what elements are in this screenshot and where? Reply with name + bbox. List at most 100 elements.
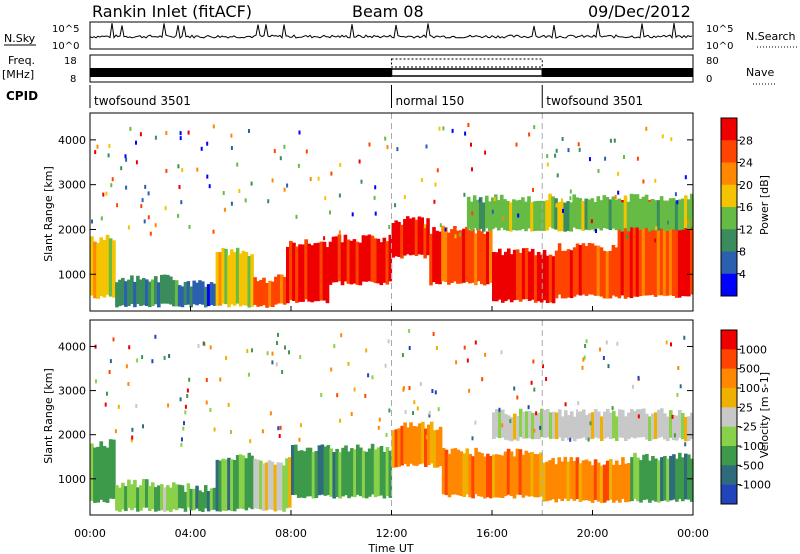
range-cell <box>295 246 299 303</box>
range-cell <box>230 459 234 511</box>
scatter-echo <box>463 345 466 350</box>
range-cell <box>623 195 628 229</box>
colorbar-swatch <box>721 465 737 485</box>
x-tick-label: 00:00 <box>74 527 106 540</box>
range-cell <box>276 462 280 511</box>
scatter-echo <box>248 129 250 133</box>
scatter-echo <box>238 189 241 193</box>
scatter-echo <box>244 198 247 203</box>
range-cell <box>310 245 315 303</box>
range-cell <box>247 452 251 508</box>
nsky-line <box>89 23 693 40</box>
range-cell <box>127 279 131 306</box>
range-cell <box>180 485 185 509</box>
range-cell <box>420 217 424 255</box>
scatter-echo <box>569 196 572 201</box>
scatter-echo <box>117 404 120 409</box>
range-cell <box>285 458 289 509</box>
range-cell <box>543 410 547 438</box>
x-tick-label: 04:00 <box>175 527 207 540</box>
scatter-echo <box>125 157 128 162</box>
range-cell <box>166 485 170 511</box>
range-cell <box>596 245 601 296</box>
scatter-echo <box>277 426 280 431</box>
scatter-echo <box>168 354 171 358</box>
range-cell <box>169 487 173 512</box>
scatter-echo <box>599 347 601 352</box>
range-cell <box>666 416 670 442</box>
colorbar-swatch <box>721 118 737 141</box>
range-cell <box>201 492 205 512</box>
scatter-echo <box>284 345 286 350</box>
range-cell <box>468 229 472 284</box>
range-cell <box>629 193 634 228</box>
range-cell <box>438 231 442 285</box>
range-cell <box>206 284 211 307</box>
range-cell <box>539 452 543 497</box>
scatter-echo <box>582 357 585 362</box>
range-cell <box>346 239 351 284</box>
range-cell <box>388 234 393 282</box>
scatter-echo <box>283 144 286 149</box>
range-cell <box>495 409 499 438</box>
scatter-echo <box>455 360 458 365</box>
y-tick-label: 3000 <box>58 179 86 192</box>
range-cell <box>524 450 529 496</box>
nsearch-tick-bottom: 10^0 <box>706 41 733 52</box>
range-cell <box>515 200 519 231</box>
scatter-echo <box>569 189 572 194</box>
range-cell <box>681 413 685 440</box>
range-cell <box>495 454 499 498</box>
range-cell <box>632 194 637 228</box>
range-cell <box>163 487 167 512</box>
scatter-echo <box>665 340 668 345</box>
scatter-echo <box>227 402 230 407</box>
range-cell <box>329 448 333 497</box>
scatter-echo <box>396 147 399 152</box>
range-cell <box>444 449 449 496</box>
range-cell <box>536 200 540 231</box>
scatter-echo <box>471 167 473 172</box>
scatter-echo <box>225 356 228 360</box>
range-cell <box>459 230 463 284</box>
scatter-echo <box>684 442 687 447</box>
range-cell <box>648 416 652 441</box>
range-cell <box>105 234 110 295</box>
scatter-echo <box>493 197 496 202</box>
scatter-echo <box>182 426 185 431</box>
date-label: 09/Dec/2012 <box>588 2 691 21</box>
range-cell <box>192 488 196 511</box>
range-cell <box>677 199 682 231</box>
scatter-echo <box>388 408 391 413</box>
scatter-echo <box>501 423 504 428</box>
scatter-echo <box>125 364 128 369</box>
scatter-echo <box>513 386 516 391</box>
scatter-echo <box>177 164 180 169</box>
range-cell <box>133 281 137 308</box>
scatter-echo <box>439 223 442 228</box>
range-cell <box>636 457 640 502</box>
scatter-echo <box>95 379 97 384</box>
range-cell <box>612 410 616 439</box>
scatter-echo <box>560 198 563 203</box>
range-cell <box>573 416 577 442</box>
range-cell <box>174 484 179 511</box>
range-cell <box>500 455 505 498</box>
range-cell <box>677 204 682 298</box>
range-cell <box>525 411 529 439</box>
range-cell <box>635 202 640 297</box>
range-cell <box>478 197 483 229</box>
range-cell <box>503 451 508 496</box>
power-panel: 1000 2000 3000 4000 <box>58 112 694 312</box>
scatter-echo <box>684 175 687 180</box>
range-cell <box>575 457 580 499</box>
scatter-echo <box>428 413 431 418</box>
scatter-echo <box>230 146 233 150</box>
range-cell <box>102 240 107 298</box>
range-cell <box>503 199 507 230</box>
scatter-echo <box>484 352 487 357</box>
range-cell <box>151 482 155 510</box>
range-cell <box>209 282 214 305</box>
scatter-echo <box>108 144 111 148</box>
range-cell <box>206 491 211 512</box>
